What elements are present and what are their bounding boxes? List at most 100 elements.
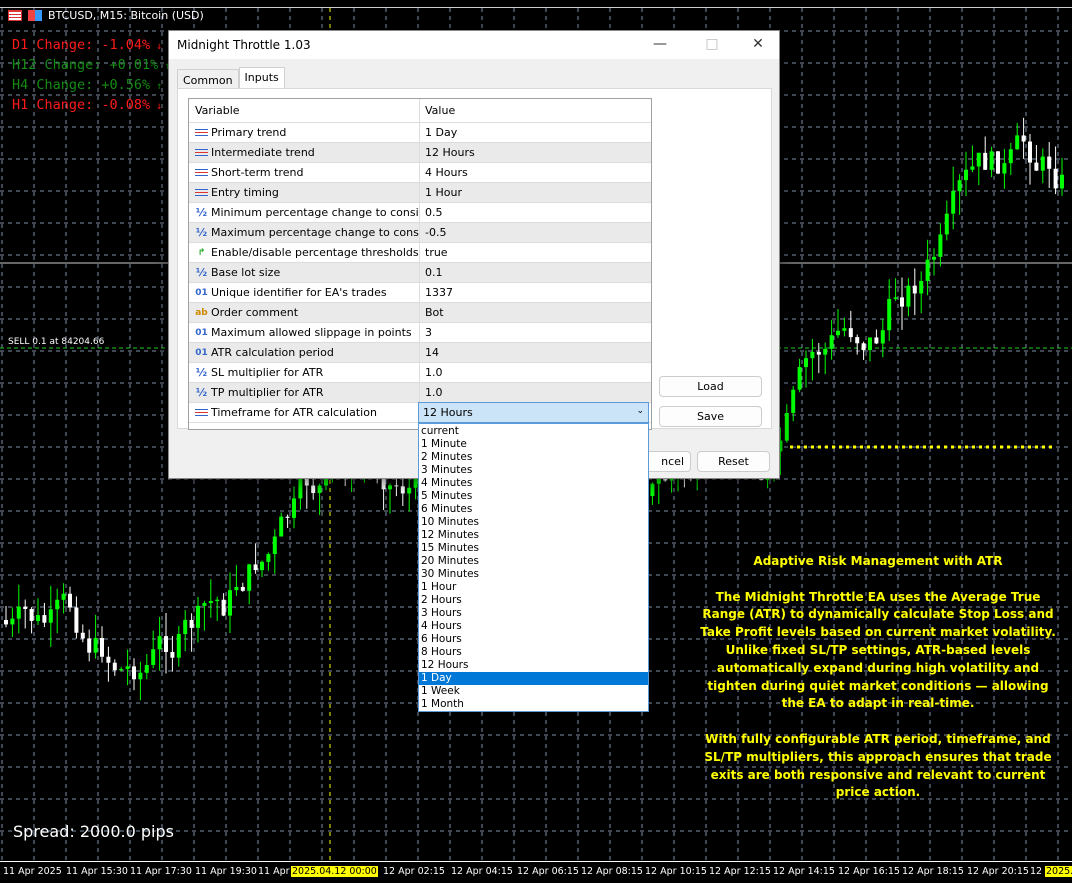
dropdown-option[interactable]: 30 Minutes bbox=[421, 568, 480, 580]
value-cell[interactable]: 4 Hours bbox=[425, 166, 468, 179]
candle-body bbox=[48, 609, 53, 623]
candle-body bbox=[228, 590, 232, 616]
table-row[interactable]: Entry timing 1 Hour bbox=[189, 183, 651, 203]
column-header-value[interactable]: Value bbox=[425, 104, 456, 117]
minimize-icon[interactable]: — bbox=[653, 36, 667, 52]
dropdown-option[interactable]: 12 Hours bbox=[421, 659, 469, 671]
dropdown-option[interactable]: 10 Minutes bbox=[421, 516, 480, 528]
candle-body bbox=[394, 485, 399, 487]
variable-name: Timeframe for ATR calculation bbox=[211, 406, 377, 419]
candle-body bbox=[221, 599, 226, 616]
dropdown-option[interactable]: 2 Hours bbox=[421, 594, 462, 606]
table-row[interactable]: ½ SL multiplier for ATR 1.0 bbox=[189, 363, 651, 383]
tab-common[interactable]: Common bbox=[177, 69, 239, 89]
dropdown-option[interactable]: 1 Hour bbox=[421, 581, 457, 593]
candle-body bbox=[132, 666, 136, 680]
atr-timeframe-select[interactable]: 12 Hours ⌄ bbox=[418, 402, 649, 423]
candle-body bbox=[810, 351, 815, 359]
dropdown-option[interactable]: 3 Minutes bbox=[421, 464, 473, 476]
candle-body bbox=[311, 485, 316, 493]
dropdown-option[interactable]: current bbox=[421, 425, 459, 437]
dropdown-option[interactable]: 1 Month bbox=[421, 698, 464, 710]
value-cell[interactable]: 0.1 bbox=[425, 266, 443, 279]
candle-body bbox=[861, 343, 866, 351]
timeframe-change-label: D1 Change: -1.04% ↓ bbox=[12, 37, 162, 53]
save-button[interactable]: Save bbox=[659, 406, 762, 427]
value-cell[interactable]: 12 Hours bbox=[425, 146, 475, 159]
candle-body bbox=[842, 328, 847, 331]
table-row[interactable]: ½ TP multiplier for ATR 1.0 bbox=[189, 383, 651, 403]
candle-body bbox=[804, 358, 808, 368]
dropdown-option[interactable]: 12 Minutes bbox=[421, 529, 480, 541]
candle-body bbox=[919, 280, 924, 294]
candle-body bbox=[74, 607, 79, 633]
dropdown-option[interactable]: 4 Hours bbox=[421, 620, 462, 632]
load-button[interactable]: Load bbox=[659, 376, 762, 397]
table-row[interactable]: ab Order comment Bot bbox=[189, 303, 651, 323]
table-row[interactable]: Primary trend 1 Day bbox=[189, 123, 651, 143]
table-row[interactable]: Intermediate trend 12 Hours bbox=[189, 143, 651, 163]
candle-body bbox=[196, 605, 200, 628]
dropdown-option[interactable]: 6 Hours bbox=[421, 633, 462, 645]
table-row[interactable]: 01 Unique identifier for EA's trades 1337 bbox=[189, 283, 651, 303]
value-cell[interactable]: 1337 bbox=[425, 286, 453, 299]
variable-cell: Timeframe for ATR calculation bbox=[189, 403, 420, 422]
symbol-title: BTCUSD, M15: Bitcoin (USD) bbox=[48, 9, 204, 22]
reset-button[interactable]: Reset bbox=[697, 451, 770, 472]
candle-body bbox=[16, 606, 21, 619]
dropdown-option[interactable]: 1 Minute bbox=[421, 438, 467, 450]
dropdown-option[interactable]: 1 Week bbox=[421, 685, 460, 697]
variable-cell: 01 Unique identifier for EA's trades bbox=[189, 283, 420, 302]
timeframe-dropdown-list[interactable]: current 1 Minute 2 Minutes 3 Minutes 4 Minut… bbox=[418, 423, 649, 712]
time-axis-label: 12 Apr 18:15 bbox=[902, 866, 964, 877]
dropdown-option[interactable]: 3 Hours bbox=[421, 607, 462, 619]
candle-body bbox=[1008, 149, 1013, 164]
candle-body bbox=[125, 666, 130, 670]
dropdown-option[interactable]: 8 Hours bbox=[421, 646, 462, 658]
table-row[interactable]: ↱ Enable/disable percentage thresholds tru… bbox=[189, 243, 651, 263]
value-cell[interactable]: -0.5 bbox=[425, 226, 447, 239]
candle-body bbox=[784, 412, 789, 441]
dialog-title-bar[interactable]: Midnight Throttle 1.03 bbox=[169, 31, 779, 59]
table-row[interactable]: ½ Base lot size 0.1 bbox=[189, 263, 651, 283]
double-type-icon: ½ bbox=[195, 366, 208, 379]
candle-body bbox=[80, 632, 85, 639]
tab-inputs[interactable]: Inputs bbox=[238, 67, 285, 89]
value-cell[interactable]: true bbox=[425, 246, 448, 259]
value-cell[interactable]: 0.5 bbox=[425, 206, 443, 219]
table-row[interactable]: 01 Maximum allowed slippage in points 3 bbox=[189, 323, 651, 343]
candle-body bbox=[823, 348, 828, 355]
spread-label: Spread: 2000.0 pips bbox=[13, 822, 174, 841]
dropdown-option[interactable]: 1 Day bbox=[419, 672, 648, 685]
dropdown-option[interactable]: 20 Minutes bbox=[421, 555, 480, 567]
value-cell[interactable]: 14 bbox=[425, 346, 439, 359]
candle-body bbox=[836, 330, 840, 336]
value-cell[interactable]: 1 Hour bbox=[425, 186, 462, 199]
candle-body bbox=[29, 608, 34, 621]
dropdown-option[interactable]: 5 Minutes bbox=[421, 490, 473, 502]
dropdown-option[interactable]: 15 Minutes bbox=[421, 542, 480, 554]
column-header-variable[interactable]: Variable bbox=[189, 99, 420, 122]
timeframe-change-label: H12 Change: +0.01% ↑ bbox=[12, 57, 170, 73]
candle-body bbox=[292, 498, 296, 518]
close-icon[interactable]: ✕ bbox=[752, 36, 764, 52]
table-row[interactable]: Short-term trend 4 Hours bbox=[189, 163, 651, 183]
value-cell[interactable]: Bot bbox=[425, 306, 444, 319]
dropdown-option[interactable]: 6 Minutes bbox=[421, 503, 473, 515]
value-cell[interactable]: 1.0 bbox=[425, 366, 443, 379]
table-row[interactable]: 01 ATR calculation period 14 bbox=[189, 343, 651, 363]
chart-list-icon[interactable] bbox=[8, 10, 22, 21]
dialog-title: Midnight Throttle 1.03 bbox=[177, 38, 311, 52]
dropdown-option[interactable]: 2 Minutes bbox=[421, 451, 473, 463]
value-cell[interactable]: 3 bbox=[425, 326, 432, 339]
value-cell[interactable]: 1.0 bbox=[425, 386, 443, 399]
enum-type-icon bbox=[195, 408, 208, 417]
arrow-up-icon: ↑ bbox=[156, 81, 163, 92]
double-type-icon: ½ bbox=[195, 386, 208, 399]
value-cell[interactable]: 1 Day bbox=[425, 126, 458, 139]
enum-type-icon bbox=[195, 148, 208, 157]
dropdown-option[interactable]: 4 Minutes bbox=[421, 477, 473, 489]
